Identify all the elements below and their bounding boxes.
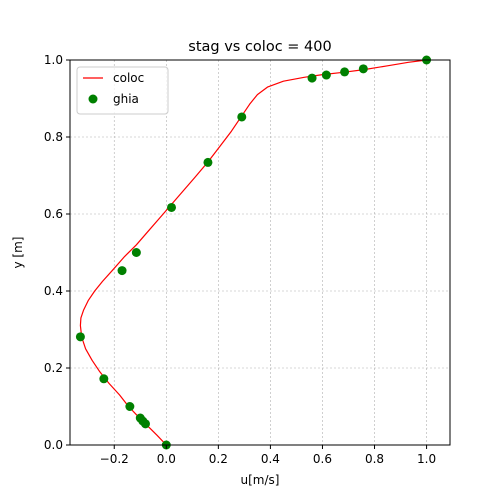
y-tick-label: 0.6	[44, 207, 63, 221]
y-tick-label: 1.0	[44, 53, 63, 67]
data-point-ghia	[321, 70, 331, 80]
ticks: −0.2 0.0 0.2 0.4 0.6 0.8 1.0 0.0 0.2 0.4 0.6 0.8 1.0	[44, 53, 436, 466]
x-tick-label: 1.0	[417, 452, 436, 466]
series-line-coloc	[79, 59, 427, 446]
y-tick-label: 0.0	[44, 438, 63, 452]
legend-marker-swatch	[88, 94, 98, 104]
legend-label: ghia	[113, 92, 139, 106]
data-point-ghia	[117, 266, 127, 276]
legend-box	[76, 66, 169, 115]
data-point-ghia	[131, 248, 141, 257]
x-tick-label: 0.4	[261, 452, 280, 466]
y-tick-label: 0.4	[44, 284, 63, 298]
data-point-ghia	[99, 374, 109, 384]
data-point-ghia	[125, 402, 135, 411]
legend: coloc ghia	[76, 66, 169, 115]
data-point-ghia	[340, 67, 350, 77]
data-point-ghia	[135, 413, 145, 423]
x-axis-label: u[m/s]	[241, 473, 280, 487]
x-tick-label: 0.6	[313, 452, 332, 466]
y-tick-label: 0.2	[44, 361, 63, 375]
plot-frame	[69, 59, 451, 446]
y-axis-label: y [m]	[11, 237, 25, 269]
chart-title: stag vs coloc = 400	[188, 39, 331, 55]
data-point-ghia	[203, 157, 213, 167]
grid	[70, 59, 450, 446]
data-point-ghia	[237, 112, 247, 122]
y-tick-label: 0.8	[44, 130, 63, 144]
legend-label: coloc	[113, 71, 144, 85]
data-point-ghia	[167, 202, 177, 212]
data-point-ghia	[358, 64, 368, 74]
data-point-ghia	[75, 332, 85, 342]
x-tick-label: −0.2	[100, 452, 129, 466]
x-tick-label: 0.2	[209, 452, 228, 466]
x-tick-label: 0.8	[365, 452, 384, 466]
data-point-ghia	[307, 73, 317, 83]
x-tick-label: 0.0	[157, 452, 176, 466]
